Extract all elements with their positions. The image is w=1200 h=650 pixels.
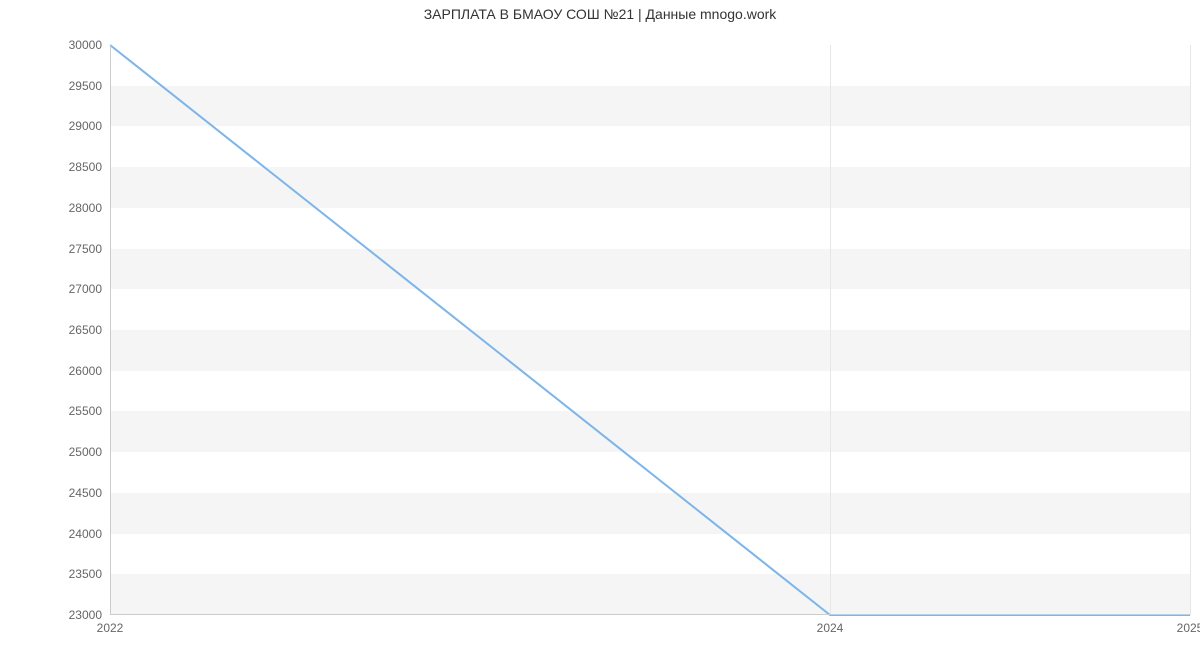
y-tick-label: 28500 bbox=[69, 160, 110, 174]
chart-title: ЗАРПЛАТА В БМАОУ СОШ №21 | Данные mnogo.… bbox=[0, 0, 1200, 30]
x-gridline bbox=[1190, 45, 1191, 615]
series-line-salary bbox=[110, 45, 1190, 615]
y-tick-label: 27000 bbox=[69, 282, 110, 296]
y-tick-label: 29500 bbox=[69, 79, 110, 93]
y-tick-label: 24000 bbox=[69, 527, 110, 541]
x-gridline bbox=[830, 45, 831, 615]
y-tick-label: 29000 bbox=[69, 119, 110, 133]
y-tick-label: 28000 bbox=[69, 201, 110, 215]
x-tick-label: 2024 bbox=[817, 615, 844, 635]
y-tick-label: 26000 bbox=[69, 364, 110, 378]
x-axis-line bbox=[110, 614, 1190, 615]
y-tick-label: 30000 bbox=[69, 38, 110, 52]
x-tick-label: 2025 bbox=[1177, 615, 1200, 635]
y-tick-label: 25500 bbox=[69, 404, 110, 418]
plot-area: 2300023500240002450025000255002600026500… bbox=[110, 45, 1190, 615]
y-tick-label: 24500 bbox=[69, 486, 110, 500]
salary-chart: ЗАРПЛАТА В БМАОУ СОШ №21 | Данные mnogo.… bbox=[0, 0, 1200, 650]
y-tick-label: 23500 bbox=[69, 567, 110, 581]
y-tick-label: 25000 bbox=[69, 445, 110, 459]
y-tick-label: 27500 bbox=[69, 242, 110, 256]
y-tick-label: 26500 bbox=[69, 323, 110, 337]
line-layer bbox=[110, 45, 1190, 615]
x-tick-label: 2022 bbox=[97, 615, 124, 635]
y-axis-line bbox=[110, 45, 111, 615]
